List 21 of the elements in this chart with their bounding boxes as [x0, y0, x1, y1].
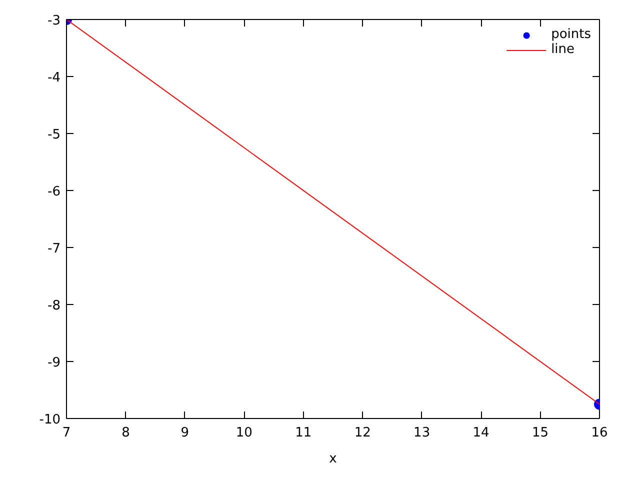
- y-tick-label: -9: [48, 356, 61, 370]
- y-tick-label: -10: [39, 412, 60, 428]
- x-tick-label: 16: [591, 426, 608, 440]
- x-tick-label: 9: [180, 426, 190, 440]
- x-tick-label: 11: [295, 426, 312, 440]
- x-tick-label: 10: [236, 426, 252, 440]
- legend-label: points: [551, 27, 591, 42]
- x-tick-label: 8: [122, 426, 130, 440]
- legend-label: line: [551, 42, 575, 57]
- x-axis-title: x: [329, 452, 338, 466]
- x-tick-label: 14: [472, 426, 490, 440]
- y-tick-label: -7: [48, 242, 61, 256]
- x-tick-label: 15: [532, 426, 549, 440]
- x-tick-label: 13: [414, 426, 430, 440]
- y-tick-label: -5: [48, 128, 61, 142]
- x-tick-label: 7: [62, 426, 71, 440]
- y-tick-label: -6: [48, 184, 61, 200]
- x-tick-label: 12: [354, 426, 371, 440]
- y-tick-label: -8: [48, 298, 61, 314]
- y-tick-label: -4: [48, 70, 61, 86]
- y-tick-label: -3: [48, 14, 61, 28]
